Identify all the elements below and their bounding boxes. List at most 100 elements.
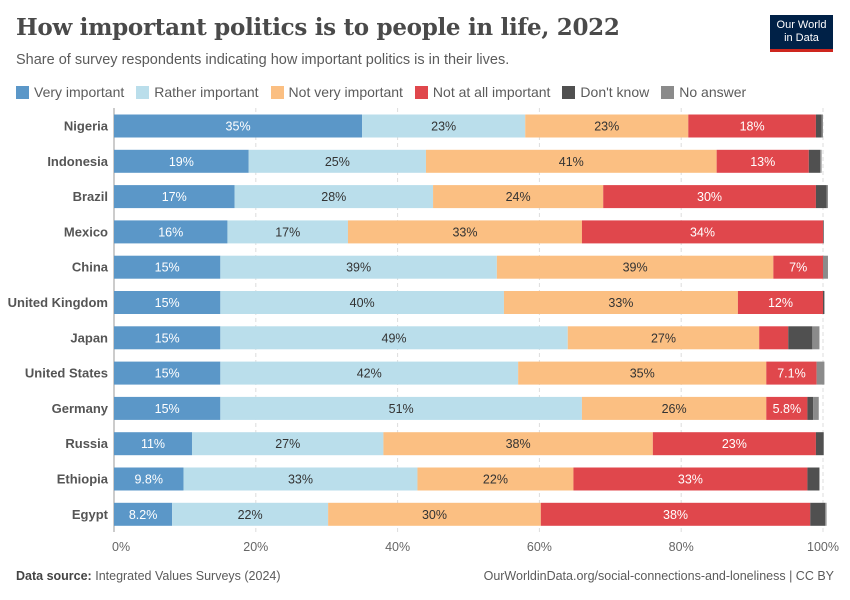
data-label: 22% bbox=[238, 508, 263, 522]
bar-segment[interactable] bbox=[234, 185, 434, 209]
bar-segment[interactable] bbox=[248, 149, 426, 173]
legend-item[interactable]: Rather important bbox=[136, 84, 259, 100]
bar-segment[interactable] bbox=[813, 396, 819, 420]
bar-segment[interactable] bbox=[688, 114, 816, 138]
data-label: 15% bbox=[155, 296, 180, 310]
legend-item[interactable]: No answer bbox=[661, 84, 746, 100]
bar-segment[interactable] bbox=[362, 114, 526, 138]
bar-segment[interactable] bbox=[823, 255, 828, 279]
bar-segment[interactable] bbox=[807, 467, 820, 491]
legend-item[interactable]: Not very important bbox=[270, 84, 403, 100]
bar-segment[interactable] bbox=[807, 396, 814, 420]
category-label: Nigeria bbox=[64, 119, 109, 134]
bar-segment[interactable] bbox=[220, 396, 582, 420]
bar-segment[interactable] bbox=[766, 396, 808, 420]
bar-segment[interactable] bbox=[773, 255, 823, 279]
bar-segment[interactable] bbox=[815, 114, 822, 138]
bar-segment[interactable] bbox=[183, 467, 418, 491]
bar-segment[interactable] bbox=[808, 149, 821, 173]
bar-segment[interactable] bbox=[114, 149, 249, 173]
bar-segment[interactable] bbox=[823, 291, 825, 314]
bar-segment[interactable] bbox=[820, 149, 822, 173]
bar-segment[interactable] bbox=[496, 255, 774, 279]
bar-segment[interactable] bbox=[383, 432, 653, 456]
bar-segment[interactable] bbox=[810, 502, 826, 526]
bar-segment[interactable] bbox=[417, 467, 574, 491]
bar-segment[interactable] bbox=[114, 326, 221, 350]
footer-url[interactable]: OurWorldinData.org/social-connections-an… bbox=[483, 569, 834, 583]
bar-segment[interactable] bbox=[816, 361, 825, 385]
bar-segment[interactable] bbox=[503, 291, 738, 314]
bar-segment[interactable] bbox=[114, 114, 363, 138]
bar-segment[interactable] bbox=[766, 361, 817, 385]
data-label: 12% bbox=[768, 296, 793, 310]
data-source: Data source: Integrated Values Surveys (… bbox=[16, 569, 281, 583]
data-label: 23% bbox=[722, 437, 747, 451]
bar-segment[interactable] bbox=[737, 291, 823, 314]
bar-segment[interactable] bbox=[759, 326, 789, 350]
data-label: 13% bbox=[750, 155, 775, 169]
bar-segment[interactable] bbox=[114, 467, 184, 491]
data-label: 26% bbox=[662, 402, 687, 416]
source-link[interactable]: Integrated Values Surveys (2024) bbox=[95, 569, 281, 583]
bar-segment[interactable] bbox=[525, 114, 689, 138]
bar-segment[interactable] bbox=[114, 361, 221, 385]
data-label: 34% bbox=[690, 225, 715, 239]
bar-segment[interactable] bbox=[220, 255, 497, 279]
bar-segment[interactable] bbox=[347, 220, 582, 244]
data-label: 33% bbox=[678, 473, 703, 487]
bar-segment[interactable] bbox=[581, 220, 823, 244]
legend-item[interactable]: Don't know bbox=[562, 84, 649, 100]
bar-segment[interactable] bbox=[114, 396, 221, 420]
category-label: United States bbox=[25, 366, 108, 381]
category-label: Indonesia bbox=[47, 154, 108, 169]
data-label: 38% bbox=[663, 508, 688, 522]
legend-label: Very important bbox=[34, 84, 125, 100]
bar-segment[interactable] bbox=[220, 291, 504, 314]
bar-segment[interactable] bbox=[114, 502, 173, 526]
bar-segment[interactable] bbox=[652, 432, 816, 456]
data-label: 42% bbox=[357, 367, 382, 381]
legend-item[interactable]: Very important bbox=[16, 84, 124, 100]
bar-segment[interactable] bbox=[716, 149, 809, 173]
bar-segment[interactable] bbox=[425, 149, 717, 173]
bar-segment[interactable] bbox=[227, 220, 348, 244]
bar-segment[interactable] bbox=[581, 396, 767, 420]
bar-segment[interactable] bbox=[172, 502, 329, 526]
legend-label: Not very important bbox=[288, 84, 403, 100]
bar-segment[interactable] bbox=[826, 185, 828, 209]
bar-segment[interactable] bbox=[815, 185, 827, 209]
bar-segment[interactable] bbox=[823, 220, 824, 244]
data-label: 7.1% bbox=[777, 367, 806, 381]
bar-segment[interactable] bbox=[328, 502, 541, 526]
legend-item[interactable]: Not at all important bbox=[414, 84, 550, 100]
bar-segment[interactable] bbox=[518, 361, 767, 385]
bar-segment[interactable] bbox=[114, 255, 221, 279]
bar-segment[interactable] bbox=[114, 291, 221, 314]
bar-segment[interactable] bbox=[433, 185, 604, 209]
bar-segment[interactable] bbox=[603, 185, 816, 209]
data-label: 18% bbox=[740, 120, 765, 134]
bar-segment[interactable] bbox=[114, 220, 228, 244]
bar-segment[interactable] bbox=[815, 432, 824, 456]
bar-segment[interactable] bbox=[191, 432, 384, 456]
bar-segment[interactable] bbox=[812, 326, 820, 350]
bar-segment[interactable] bbox=[114, 185, 235, 209]
legend-swatch bbox=[136, 85, 150, 99]
bar-segment[interactable] bbox=[540, 502, 811, 526]
data-label: 23% bbox=[431, 120, 456, 134]
bar-segment[interactable] bbox=[220, 361, 519, 385]
owid-logo[interactable]: Our World in Data bbox=[770, 15, 833, 52]
data-label: 22% bbox=[483, 473, 508, 487]
category-label: Brazil bbox=[73, 189, 108, 204]
data-label: 35% bbox=[226, 120, 251, 134]
bar-segment[interactable] bbox=[788, 326, 813, 350]
data-label: 39% bbox=[346, 261, 371, 275]
bar-segment[interactable] bbox=[825, 502, 827, 526]
bar-segment[interactable] bbox=[573, 467, 808, 491]
bar-segment[interactable] bbox=[114, 432, 192, 456]
bar-segment[interactable] bbox=[220, 326, 568, 350]
bar-segment[interactable] bbox=[567, 326, 760, 350]
bar-segment[interactable] bbox=[821, 114, 823, 138]
